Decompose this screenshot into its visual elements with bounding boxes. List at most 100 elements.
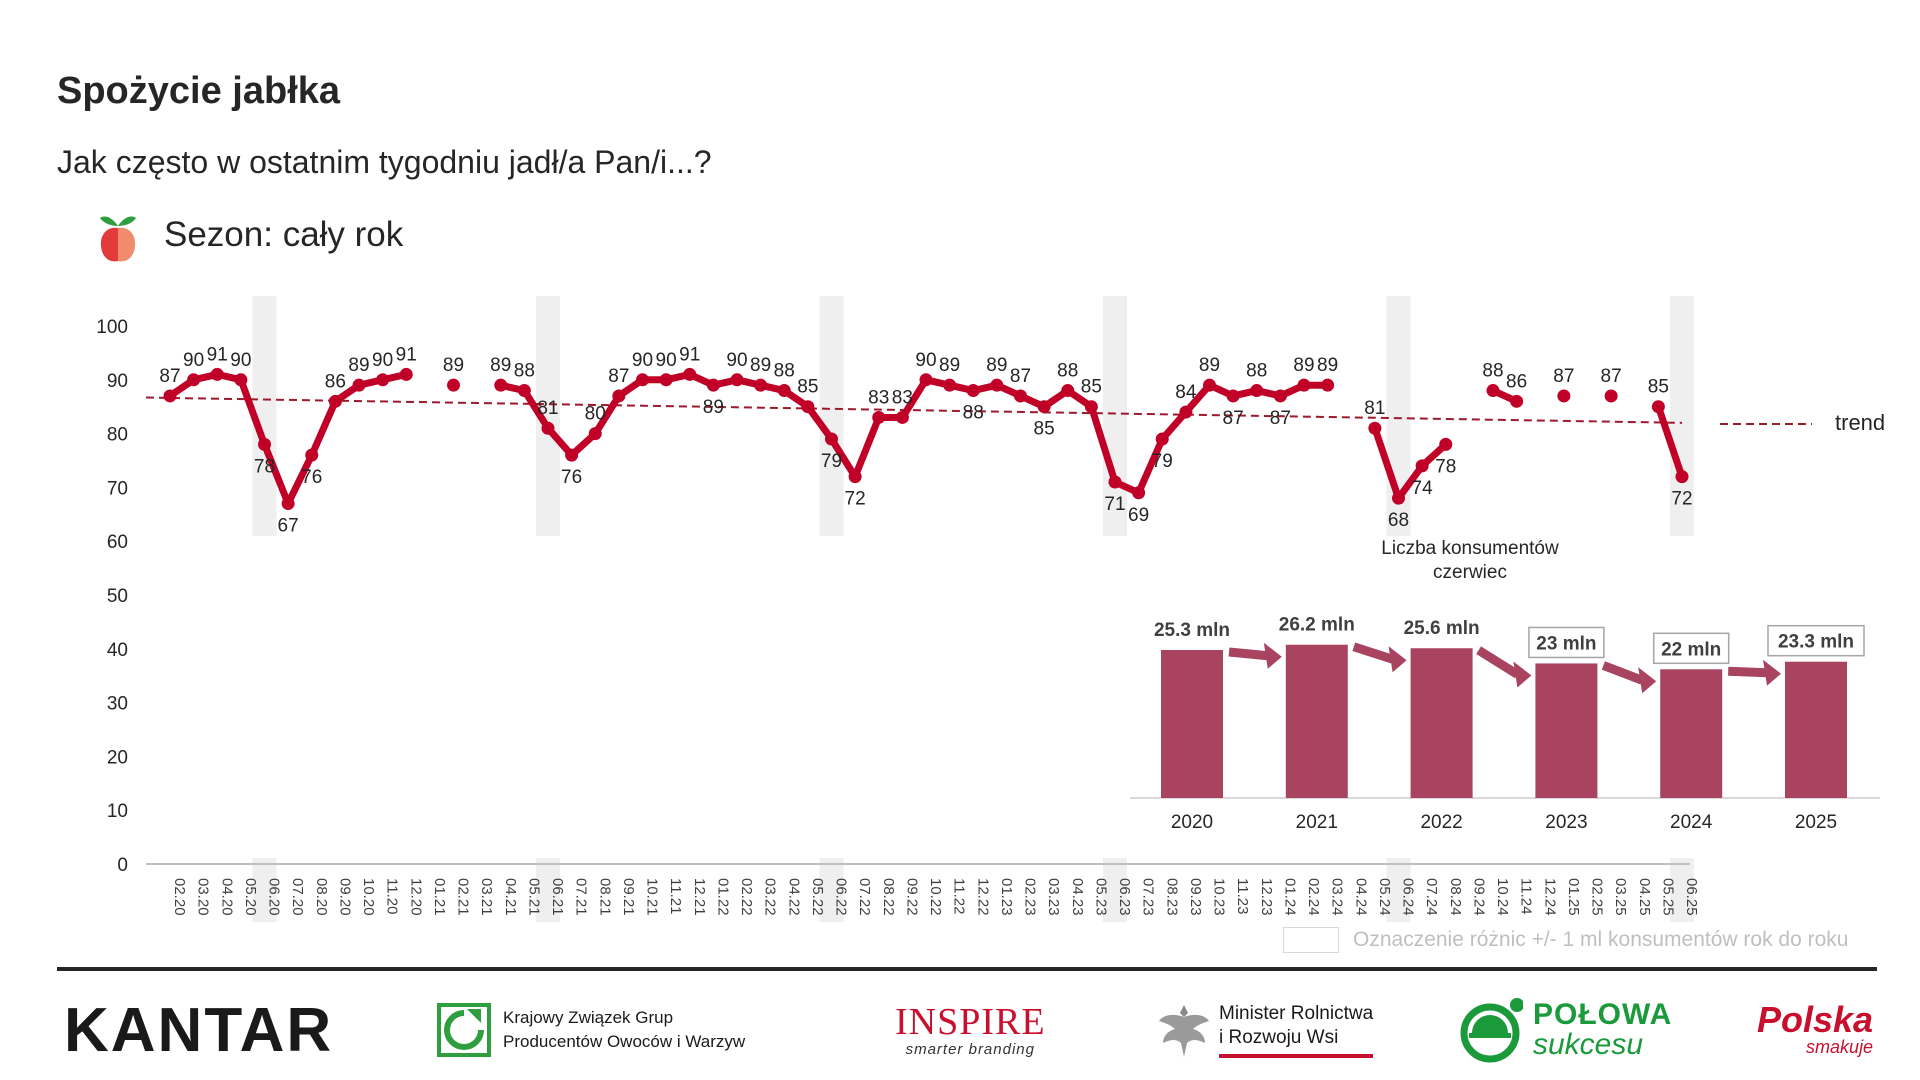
season-row: Sezon: cały rok	[98, 210, 403, 262]
trend-arrow	[1352, 642, 1394, 664]
data-point	[636, 373, 649, 387]
x-tick-label: 05.21	[525, 878, 542, 916]
data-point	[1651, 400, 1665, 414]
data-label: 79	[821, 451, 842, 472]
x-tick-label: 05.20	[242, 878, 259, 916]
data-label: 87	[1270, 408, 1291, 429]
kzgp-emblem-icon	[437, 1003, 491, 1057]
bar-chart-title: czerwiec	[1433, 562, 1507, 583]
x-tick-label: 02.25	[1589, 878, 1606, 916]
data-point	[612, 389, 626, 403]
bar	[1410, 648, 1473, 798]
data-label: 89	[443, 355, 464, 376]
x-tick-label: 03.25	[1612, 878, 1629, 916]
data-label: 78	[254, 456, 275, 477]
highlight-legend-label: Oznaczenie różnic +/- 1 ml konsumentów r…	[1353, 928, 1849, 951]
x-tick-label: 01.23	[998, 878, 1015, 916]
bar-label-box	[1652, 632, 1730, 665]
data-label: 83	[892, 387, 913, 408]
data-point	[1510, 394, 1524, 408]
highlight-band-axis	[1386, 858, 1411, 922]
x-tick-label: 01.21	[431, 878, 448, 916]
polowa-line2: sukcesu	[1533, 1028, 1644, 1061]
data-label: 87	[159, 366, 180, 387]
data-label: 71	[1104, 494, 1125, 515]
x-tick-label: 05.24	[1376, 878, 1393, 916]
x-tick-label: 06.25	[1683, 878, 1700, 916]
data-label: 86	[1506, 371, 1527, 392]
data-point	[848, 470, 862, 484]
trend-arrow-head	[1388, 646, 1407, 673]
x-tick-label: 09.22	[903, 878, 920, 916]
data-point	[659, 373, 673, 387]
data-label: 89	[1317, 355, 1338, 376]
x-tick-label: 10.22	[927, 878, 944, 916]
x-tick-label: 04.24	[1352, 878, 1369, 916]
data-label: 89	[750, 355, 771, 376]
data-point	[1439, 437, 1453, 451]
x-tick-label: 06.21	[549, 878, 566, 916]
polowa-sukcesu-logo: POŁOWA sukcesu	[1457, 995, 1672, 1065]
x-tick-label: 09.20	[336, 878, 353, 916]
polska-smakuje-logo: Polska smakuje	[1757, 995, 1873, 1065]
data-label: 89	[1293, 355, 1314, 376]
trend-arrow	[1601, 661, 1644, 685]
data-point	[966, 384, 980, 398]
series-line	[168, 370, 408, 507]
x-tick-label: 02.21	[455, 878, 472, 916]
highlight-band-axis	[1670, 858, 1694, 922]
series-line	[1371, 427, 1449, 502]
data-point	[801, 400, 815, 414]
highlight-band-axis	[819, 858, 844, 922]
polska-line1: Polska	[1757, 998, 1874, 1040]
x-tick-label: 04.21	[502, 878, 519, 916]
data-label: 89	[703, 397, 724, 418]
x-tick-label: 05.25	[1659, 878, 1676, 916]
x-tick-label: 12.21	[691, 878, 708, 916]
eagle-emblem-icon	[1159, 1005, 1209, 1057]
data-label: 83	[868, 387, 889, 408]
data-label: 91	[396, 344, 417, 365]
y-tick-label: 70	[107, 478, 128, 499]
bar-value-label: 25.3 mln	[1154, 620, 1230, 641]
data-point	[777, 384, 791, 398]
bar-category-label: 2023	[1545, 812, 1587, 833]
data-point	[1604, 389, 1618, 403]
x-tick-label: 11.24	[1518, 878, 1535, 914]
trend-legend-label: trend	[1835, 410, 1885, 435]
bar-value-label: 26.2 mln	[1279, 615, 1355, 636]
data-point	[305, 448, 319, 462]
inspire-logo: INSPIRE smarter branding	[895, 995, 1046, 1065]
bar-category-label: 2021	[1296, 812, 1338, 833]
footer-logos: KANTAR Krajowy Związek Grup Producentów …	[57, 995, 1877, 1065]
x-tick-label: 10.23	[1211, 878, 1228, 916]
x-tick-label: 09.24	[1470, 878, 1487, 916]
trend-arrow-head	[1263, 642, 1282, 669]
bar-value-label: 23.3 mln	[1778, 632, 1854, 653]
data-point	[494, 378, 508, 392]
trend-arrow-head	[1638, 667, 1657, 694]
data-point	[565, 448, 579, 462]
series-line	[500, 370, 1328, 497]
x-tick-label: 11.20	[384, 878, 401, 914]
x-tick-label: 02.24	[1305, 878, 1322, 916]
data-label: 80	[585, 404, 606, 425]
x-tick-label: 03.22	[762, 878, 779, 916]
trend-arrow	[1476, 646, 1520, 679]
x-tick-label: 06.23	[1116, 878, 1133, 916]
y-tick-label: 0	[117, 855, 128, 876]
x-tick-label: 03.23	[1045, 878, 1062, 916]
data-point	[187, 373, 201, 387]
data-point	[1014, 389, 1027, 403]
data-point	[1084, 400, 1098, 414]
x-tick-label: 10.24	[1494, 878, 1511, 916]
data-point	[1321, 378, 1335, 392]
data-point	[447, 378, 460, 392]
data-point	[872, 410, 886, 424]
x-tick-label: 08.24	[1447, 878, 1464, 916]
data-label: 88	[774, 361, 795, 382]
data-label: 72	[845, 489, 866, 510]
data-point	[1061, 384, 1075, 398]
x-tick-label: 02.22	[738, 878, 755, 916]
bar-label-box	[1528, 626, 1605, 659]
